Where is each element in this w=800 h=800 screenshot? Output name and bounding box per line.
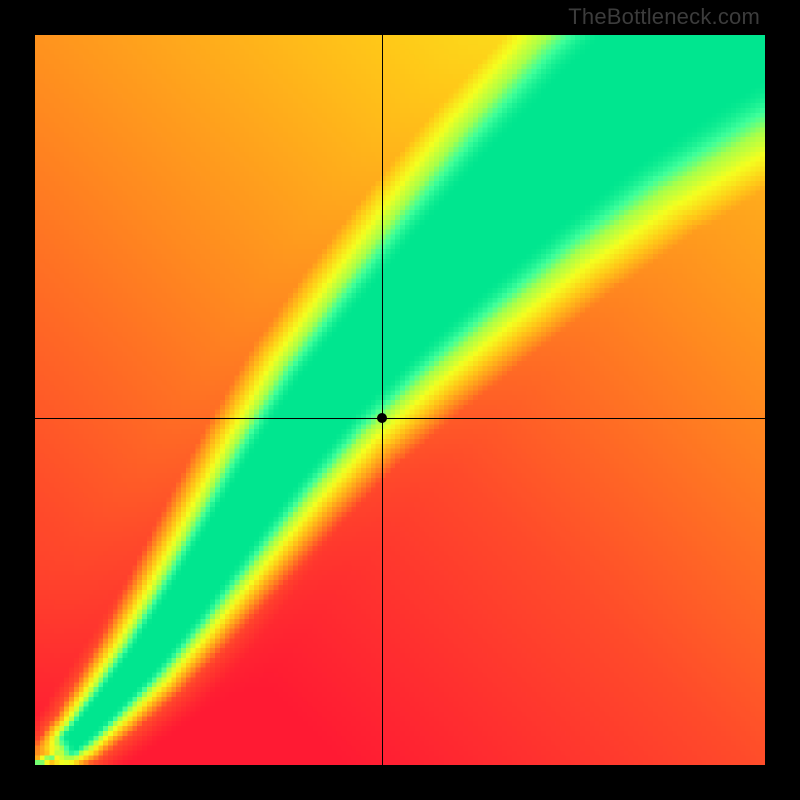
heatmap-canvas	[35, 35, 765, 765]
watermark-text: TheBottleneck.com	[568, 4, 760, 30]
plot-area	[35, 35, 765, 765]
chart-frame: TheBottleneck.com	[0, 0, 800, 800]
